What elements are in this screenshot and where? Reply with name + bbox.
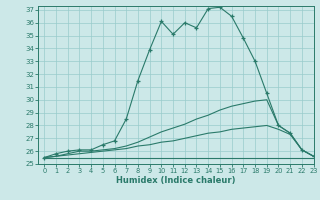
X-axis label: Humidex (Indice chaleur): Humidex (Indice chaleur)	[116, 176, 236, 185]
